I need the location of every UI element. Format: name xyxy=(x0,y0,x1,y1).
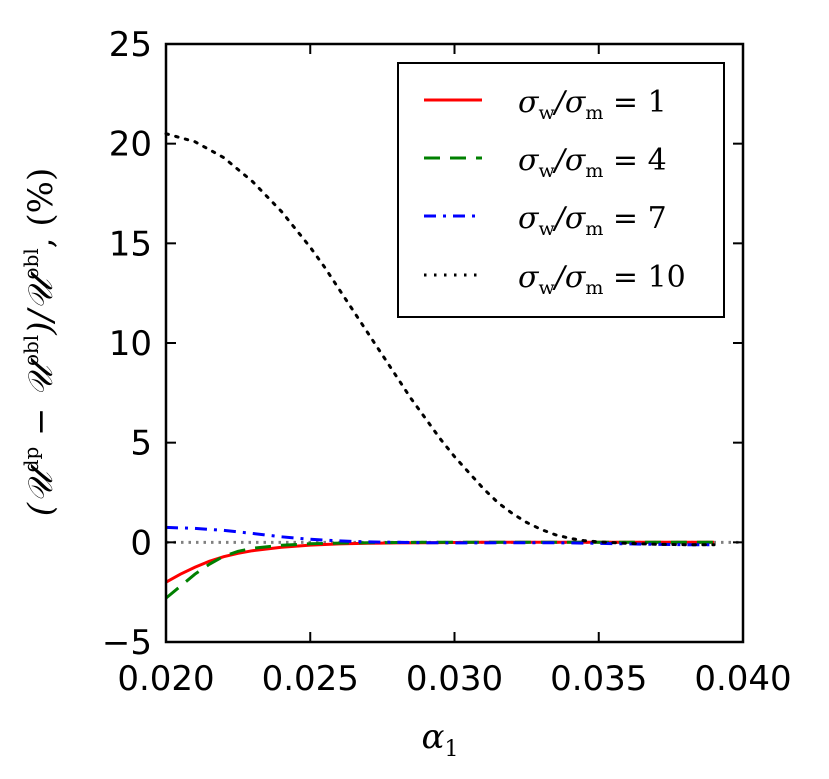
series-layer xyxy=(164,132,716,600)
x-axis-label: α1 xyxy=(422,717,459,762)
y-tick-label: −5 xyxy=(102,623,152,663)
plot-frame xyxy=(164,42,745,644)
x-tick-label: 0.030 xyxy=(406,659,503,699)
y-tick-label: 15 xyxy=(109,224,152,264)
y-tick-label: 25 xyxy=(109,25,152,65)
x-tick-label: 0.025 xyxy=(262,659,359,699)
x-tick-label: 0.035 xyxy=(550,659,647,699)
x-tick-label: 0.020 xyxy=(117,659,214,699)
y-tick-label: 5 xyxy=(130,424,152,464)
y-tick-label: 20 xyxy=(109,125,152,165)
legend: σw/σm = 1 σw/σm = 4 σw/σm = 7 σw/σm = 10 xyxy=(397,62,725,318)
legend-label-1: σw/σm = 1 xyxy=(518,85,667,124)
legend-box xyxy=(397,62,725,318)
series-line-3 xyxy=(165,525,715,547)
x-tick-label: 0.040 xyxy=(694,659,791,699)
tick-layer: 0.020 0.025 0.030 0.035 0.040 −5 0 5 10 15 20 25 xyxy=(102,25,792,699)
y-tick-label: 0 xyxy=(130,523,152,563)
legend-samples xyxy=(424,98,482,277)
legend-label-4: σw/σm = 4 xyxy=(518,143,667,182)
y-tick-label: 10 xyxy=(109,324,152,364)
legend-label-10: σw/σm = 10 xyxy=(518,260,686,299)
series-line-4 xyxy=(164,132,716,547)
y-axis-label: (𝒰dp − 𝒰obl)/𝒰obl, (%) xyxy=(19,168,61,516)
legend-label-7: σw/σm = 7 xyxy=(518,201,667,240)
